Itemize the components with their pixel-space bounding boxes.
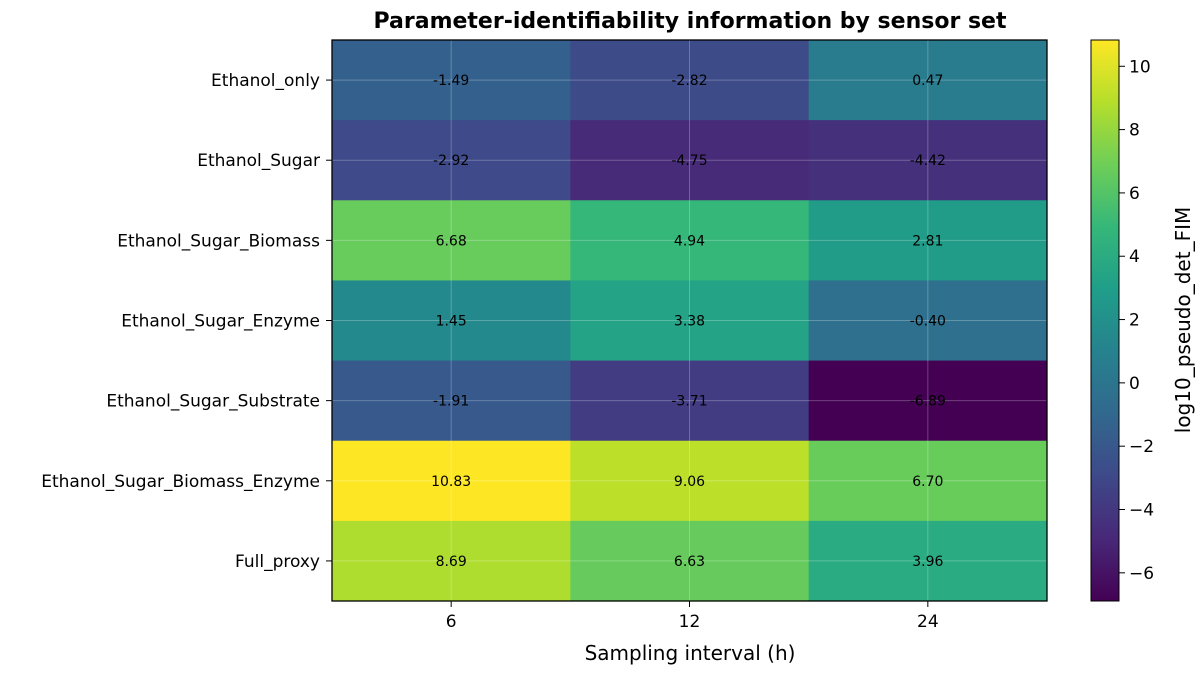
heatmap-cell bbox=[808, 360, 1048, 442]
cell-value-label: 2.81 bbox=[912, 233, 943, 249]
y-tick-label: Ethanol_Sugar_Biomass_Enzyme bbox=[41, 472, 320, 492]
cell-value-label: -0.40 bbox=[910, 314, 946, 330]
heatmap-cell bbox=[570, 440, 810, 522]
colorbar-label: log10_pseudo_det_FIM bbox=[1171, 207, 1195, 433]
heatmap-cell bbox=[332, 360, 571, 442]
cell-value-label: -6.89 bbox=[910, 394, 946, 410]
colorbar-tick-label: 8 bbox=[1129, 121, 1140, 141]
heatmap-cell bbox=[808, 120, 1048, 201]
heatmap-cell bbox=[570, 280, 810, 362]
heatmap-cell bbox=[332, 280, 571, 362]
cell-value-label: 1.45 bbox=[436, 314, 467, 330]
heatmap-cell bbox=[332, 440, 571, 522]
y-tick-label: Ethanol_Sugar_Biomass bbox=[117, 231, 320, 251]
heatmap-cell bbox=[570, 360, 810, 442]
cell-value-label: 3.38 bbox=[674, 314, 705, 330]
heatmap-cell bbox=[570, 40, 810, 121]
colorbar-tick-label: 4 bbox=[1129, 247, 1140, 267]
colorbar-tick-label: 2 bbox=[1129, 311, 1140, 331]
heatmap-cell bbox=[332, 200, 571, 281]
cell-value-label: -4.42 bbox=[910, 153, 946, 169]
colorbar-tick-label: −2 bbox=[1129, 437, 1154, 457]
x-axis-ticks: 6 12 24 bbox=[446, 601, 939, 632]
heatmap-cell bbox=[570, 120, 810, 201]
heatmap-cell bbox=[332, 40, 571, 121]
colorbar-tick-label: 6 bbox=[1129, 184, 1140, 204]
heatmap-cell bbox=[808, 440, 1048, 522]
heatmap-cell bbox=[332, 120, 571, 201]
heatmap-cell bbox=[332, 520, 571, 602]
y-tick-label: Ethanol_Sugar bbox=[197, 151, 320, 171]
cell-value-label: 0.47 bbox=[912, 73, 943, 89]
heatmap-cell bbox=[808, 520, 1048, 602]
colorbar-tick-label: 10 bbox=[1129, 57, 1151, 77]
colorbar-tick-label: 0 bbox=[1129, 374, 1140, 394]
heatmap-cell bbox=[808, 280, 1048, 362]
x-tick-label: 12 bbox=[679, 612, 701, 632]
cell-value-label: 4.94 bbox=[674, 233, 705, 249]
y-tick-label: Ethanol_Sugar_Enzyme bbox=[121, 312, 320, 332]
cell-value-label: 8.69 bbox=[436, 554, 467, 570]
x-axis-label: Sampling interval (h) bbox=[585, 641, 796, 665]
y-axis-ticks: Ethanol_only Ethanol_Sugar Ethanol_Sugar_B… bbox=[41, 71, 332, 572]
heatmap-cells bbox=[332, 40, 1048, 602]
cell-value-label: 6.70 bbox=[912, 474, 943, 490]
cell-value-label: -2.82 bbox=[671, 73, 707, 89]
cell-value-label: 6.63 bbox=[674, 554, 705, 570]
heatmap-cell bbox=[570, 200, 810, 281]
y-tick-label: Ethanol_only bbox=[211, 71, 320, 91]
y-tick-label: Ethanol_Sugar_Substrate bbox=[106, 392, 320, 412]
colorbar-tick-label: −4 bbox=[1129, 501, 1154, 521]
colorbar-ticks: −6 −4 −2 0 2 4 6 8 10 bbox=[1119, 57, 1154, 584]
grid-lines bbox=[332, 40, 1047, 601]
heatmap-cell bbox=[808, 200, 1048, 281]
chart-title: Parameter-identifiability information by… bbox=[374, 9, 1007, 34]
cell-value-label: -4.75 bbox=[671, 153, 707, 169]
cell-value-label: 9.06 bbox=[674, 474, 705, 490]
cell-value-label: -3.71 bbox=[671, 394, 707, 410]
cell-value-label: -1.49 bbox=[433, 73, 469, 89]
y-tick-label: Full_proxy bbox=[235, 552, 320, 572]
colorbar bbox=[1090, 39, 1120, 602]
cell-labels: -1.49 -2.82 0.47 -2.92 -4.75 -4.42 6.68 4.94 2.8… bbox=[431, 73, 946, 570]
x-tick-label: 24 bbox=[917, 612, 939, 632]
cell-value-label: -2.92 bbox=[433, 153, 469, 169]
colorbar-tick-label: −6 bbox=[1129, 564, 1154, 584]
heatmap-cell bbox=[808, 40, 1048, 121]
heatmap-cell bbox=[570, 520, 810, 602]
cell-value-label: -1.91 bbox=[433, 394, 469, 410]
cell-value-label: 10.83 bbox=[431, 474, 471, 490]
cell-value-label: 6.68 bbox=[436, 233, 467, 249]
cell-value-label: 3.96 bbox=[912, 554, 943, 570]
x-tick-label: 6 bbox=[446, 612, 457, 632]
